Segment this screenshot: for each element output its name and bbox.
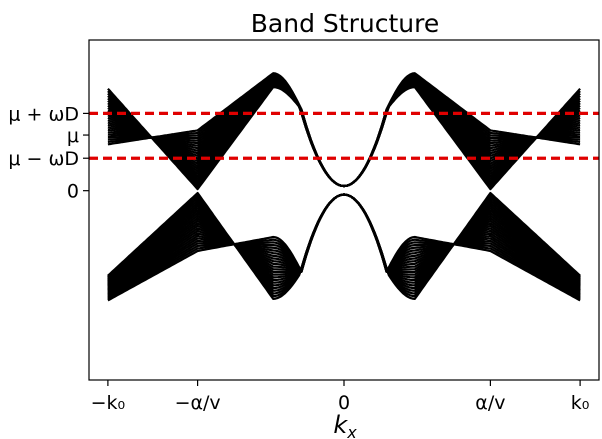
upper-band-17 (107, 76, 581, 188)
y-tick-label-4: μ + ωD (8, 103, 79, 125)
y-tick-label-1: 0 (67, 181, 79, 203)
chart-title: Band Structure (251, 9, 439, 38)
x-tick-label-5: k₀ (571, 392, 590, 414)
plot-frame (88, 39, 600, 381)
x-tick-label-4: α/v (475, 392, 505, 414)
x-axis-label-subscript: x (346, 423, 357, 439)
lower-band-24 (107, 193, 581, 302)
upper-band-16 (107, 77, 581, 188)
upper-band-24 (107, 72, 581, 188)
x-axis-label: kx (333, 411, 357, 439)
x-tick-label-2: −α/v (175, 392, 221, 414)
y-tick-label-3: μ (67, 125, 79, 147)
plot-area (89, 72, 599, 302)
x-axis-label-text: k (333, 411, 348, 439)
y-tick-label-2: μ − ωD (8, 148, 79, 170)
x-tick-label-3: 0 (338, 392, 350, 414)
x-tick-label-1: −k₀ (91, 392, 126, 414)
x-axis: −k₀ −α/v 0 α/v k₀ (91, 380, 590, 414)
